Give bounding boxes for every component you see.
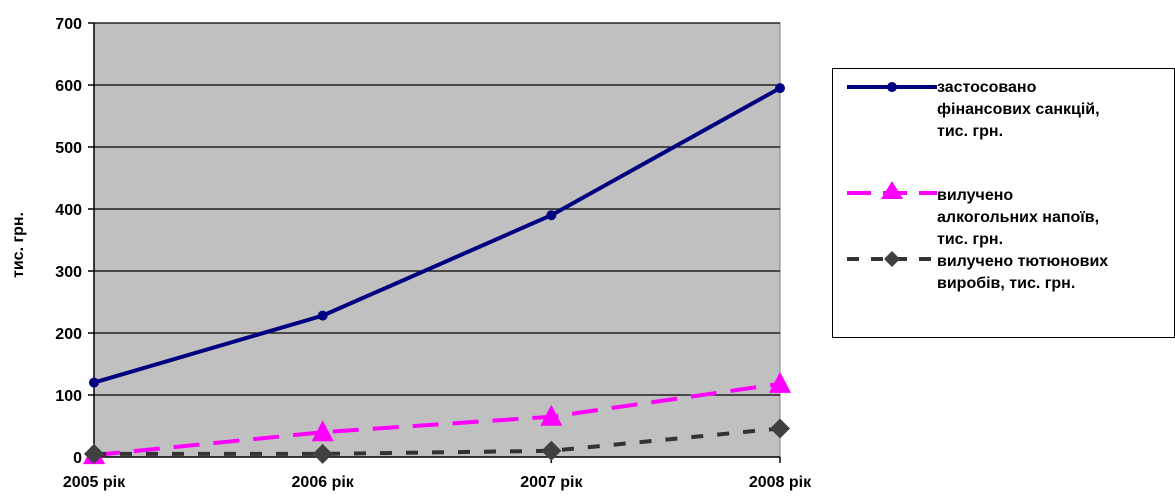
series-line [93,86,781,385]
legend-label-tobacco: вилучено тютюнових виробів, тис. грн. [937,253,1109,292]
data-point [775,83,785,94]
y-tick-label: 100 [55,388,82,405]
y-tick-label: 600 [55,78,82,95]
series-3 [84,418,790,464]
data-point [89,377,99,388]
x-tick-label: 2005 рік [63,474,126,491]
data-point [541,440,562,461]
y-tick-label: 0 [73,450,82,467]
legend-label-sanctions: застосовано фінансових санкцій, тис. грн… [937,79,1100,140]
legend: застосовано фінансових санкцій, тис. грн… [832,68,1175,338]
legend-swatch-triangle-icon [847,181,937,199]
plot-area [93,22,781,458]
data-point [311,420,334,442]
y-tick-label: 400 [55,202,82,219]
series-1 [89,83,785,388]
y-axis-label: тис. грн. [10,212,27,278]
x-tick-labels: 2005 рік 2006 рік 2007 рік 2008 рік [63,474,812,491]
y-tick-labels: 0 100 200 300 400 500 600 700 [55,16,82,467]
y-tick-label: 200 [55,326,82,343]
data-point [540,404,563,426]
data-point [546,210,557,221]
y-tick-label: 300 [55,264,82,281]
x-tick-label: 2007 рік [520,474,583,491]
series-group [83,83,791,465]
data-point [770,418,790,439]
y-tick-label: 700 [55,16,82,33]
series-line [93,381,781,458]
legend-swatch-diamond-icon [847,251,937,267]
data-point [317,310,328,321]
y-tick-label: 500 [55,140,82,157]
gridlines [94,22,780,396]
series-line [94,426,781,456]
x-tick-label: 2008 рік [749,474,812,491]
x-tick-label: 2006 рік [292,474,355,491]
data-point [312,443,333,464]
data-point [84,443,104,464]
data-point [769,371,791,393]
legend-label-alcohol: вилучено алкогольних напоїв, тис. грн. [937,187,1100,248]
legend-swatch-circle-icon [847,82,937,92]
